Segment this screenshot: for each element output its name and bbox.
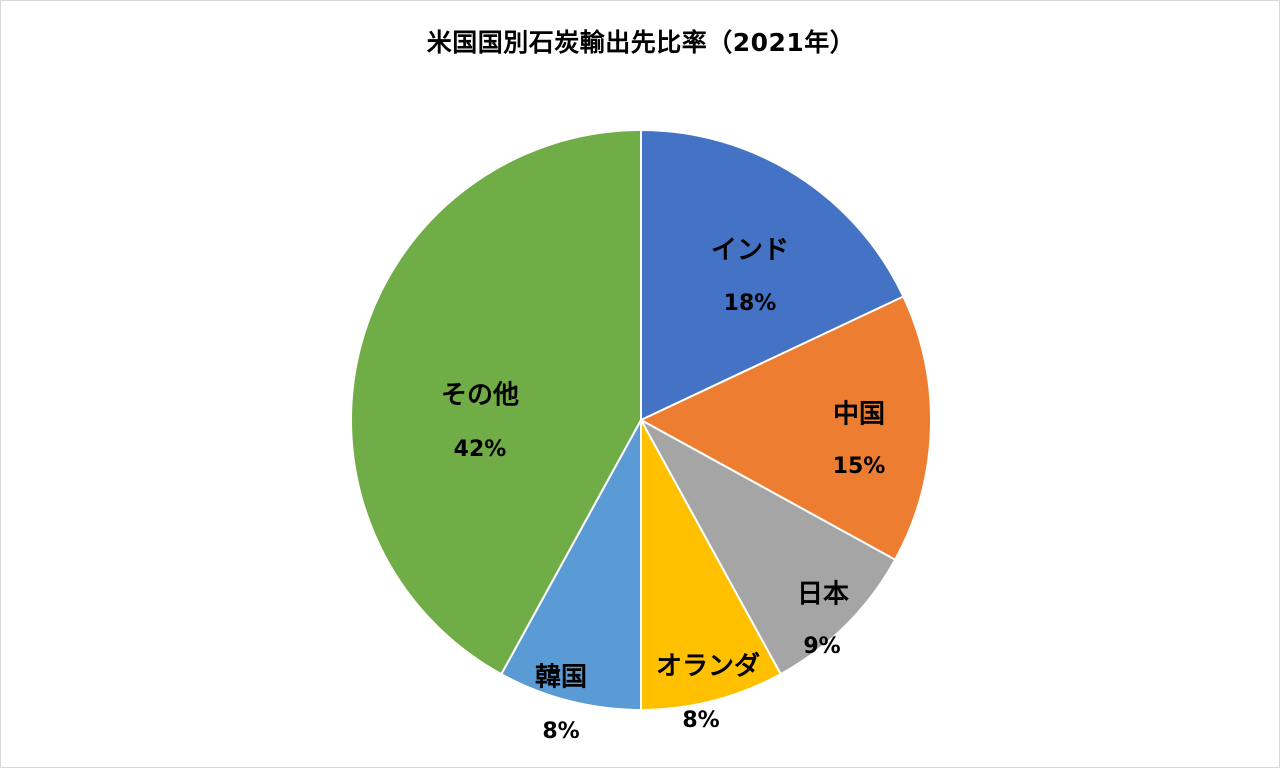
- pie-labels: インド 18% 中国 15% 日本 9% オランダ 8% 韓国 8% その他 42%: [441, 236, 885, 745]
- slice-name-label: オランダ: [656, 651, 760, 682]
- slice-name-label: 韓国: [535, 663, 587, 693]
- pie-slice-4: [499, 419, 642, 712]
- slice-name-label: 中国: [833, 400, 885, 430]
- pie-slice-0: [640, 128, 905, 422]
- pie-slice-5: [350, 128, 642, 676]
- slice-percent-label: 42%: [454, 437, 507, 462]
- pie-slices: [350, 128, 932, 712]
- slice-percent-label: 9%: [803, 634, 840, 659]
- slice-percent-label: 18%: [724, 291, 777, 316]
- chart-title: 米国国別石炭輸出先比率（2021年）: [426, 28, 856, 57]
- pie-slice-2: [638, 417, 897, 676]
- slice-name-label: 日本: [797, 580, 849, 610]
- pie-slice-3: [640, 419, 783, 712]
- slice-percent-label: 15%: [833, 454, 886, 479]
- slice-name-label: その他: [441, 381, 519, 411]
- pie-slice-1: [638, 295, 932, 562]
- slice-percent-label: 8%: [542, 719, 579, 744]
- slice-name-label: インド: [711, 236, 789, 266]
- slice-percent-label: 8%: [682, 708, 719, 733]
